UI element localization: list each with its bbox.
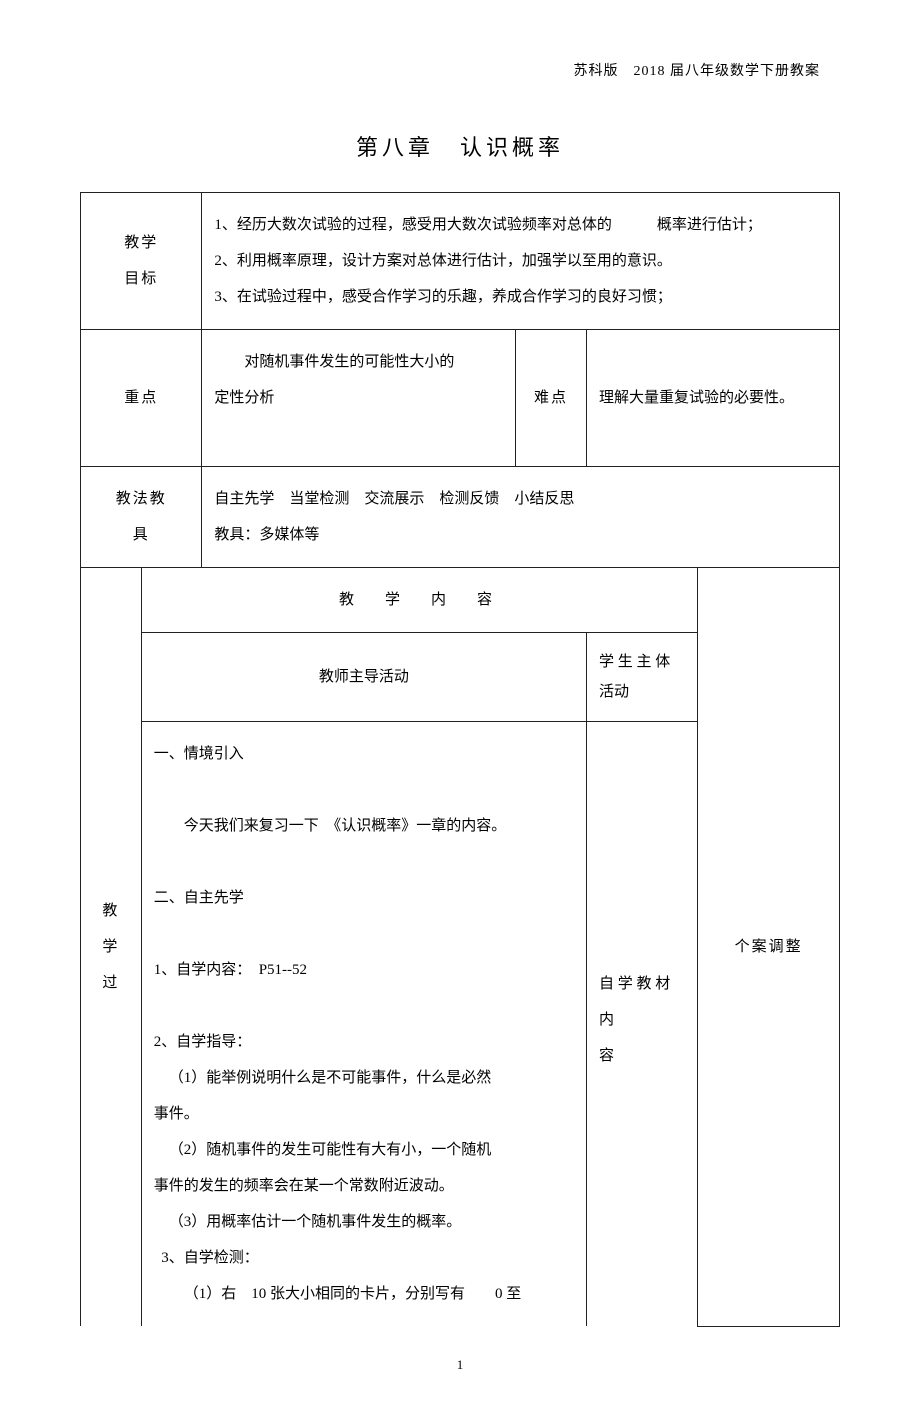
label-objectives-l1: 教学 (124, 235, 158, 251)
objective-1: 1、经历大数次试验的过程，感受用大数次试验频率对总体的 概率进行估计； (214, 207, 827, 243)
label-method: 教法教 具 (81, 467, 202, 568)
label-method-l1: 教法教 (116, 491, 167, 507)
header-right: 苏科版 2018 届八年级数学下册教案 (574, 60, 821, 80)
label-process: 教 学 过 (81, 568, 142, 1327)
student-header-text: 学 生 主 体 活动 (599, 654, 685, 700)
sec1-para: 今天我们来复习一下 《认识概率》一章的内容。 (154, 808, 574, 844)
label-focus: 重点 (81, 330, 202, 467)
difficulty-text: 理解大量重复试验的必要性。 (599, 390, 794, 406)
objective-1-text: 1、经历大数次试验的过程，感受用大数次试验频率对总体的 概率进行估计； (214, 217, 762, 233)
row-objectives: 教学 目标 1、经历大数次试验的过程，感受用大数次试验频率对总体的 概率进行估计… (81, 193, 840, 330)
guide-1a: （1）能举例说明什么是不可能事件，什么是必然 (154, 1060, 574, 1096)
teacher-body: 一、情境引入 今天我们来复习一下 《认识概率》一章的内容。 二、自主先学 1、自… (141, 722, 586, 1327)
adjust-column: 个案调整 (698, 568, 840, 1327)
self-check: 3、自学检测： (154, 1240, 574, 1276)
chapter-title: 第八章 认识概率 (80, 130, 840, 162)
label-objectives-l2: 目标 (124, 271, 158, 287)
student-line1: 自 学 教 材 内 (599, 966, 685, 1038)
method-content: 自主先学 当堂检测 交流展示 检测反馈 小结反思 教具：多媒体等 (202, 467, 840, 568)
student-line2: 容 (599, 1038, 685, 1074)
page: 苏科版 2018 届八年级数学下册教案 第八章 认识概率 教学 目标 1、经历大… (0, 0, 920, 1413)
teacher-header: 教师主导活动 (141, 633, 586, 722)
process-char-1: 教 (102, 903, 119, 919)
objectives-content: 1、经历大数次试验的过程，感受用大数次试验频率对总体的 概率进行估计； 2、利用… (202, 193, 840, 330)
guide-2b: 事件的发生的频率会在某一个常数附近波动。 (154, 1168, 574, 1204)
self-study-1: 1、自学内容： P51--52 (154, 952, 574, 988)
process-char-3: 过 (102, 975, 119, 991)
guide-3: （3）用概率估计一个随机事件发生的概率。 (154, 1204, 574, 1240)
student-body: 自 学 教 材 内 容 (586, 722, 697, 1327)
method-line2: 教具：多媒体等 (214, 517, 827, 553)
objective-3: 3、在试验过程中，感受合作学习的乐趣，养成合作学习的良好习惯； (214, 279, 827, 315)
label-difficulty: 难点 (516, 330, 587, 467)
self-study-2: 2、自学指导： (154, 1024, 574, 1060)
label-objectives: 教学 目标 (81, 193, 202, 330)
method-line1: 自主先学 当堂检测 交流展示 检测反馈 小结反思 (214, 481, 827, 517)
process-char-2: 学 (102, 939, 119, 955)
sec2-title: 二、自主先学 (154, 880, 574, 916)
label-method-l2: 具 (133, 527, 150, 543)
difficulty-content: 理解大量重复试验的必要性。 (586, 330, 839, 467)
guide-2a: （2）随机事件的发生可能性有大有小，一个随机 (154, 1132, 574, 1168)
content-header-main: 教 学 内 容 (141, 568, 698, 633)
row-method: 教法教 具 自主先学 当堂检测 交流展示 检测反馈 小结反思 教具：多媒体等 (81, 467, 840, 568)
row-content-header: 教 学 过 教 学 内 容 个案调整 (81, 568, 840, 633)
guide-1b: 事件。 (154, 1096, 574, 1132)
focus-line2: 定性分析 (214, 380, 503, 416)
focus-content: 对随机事件发生的可能性大小的 定性分析 (202, 330, 516, 467)
focus-line1: 对随机事件发生的可能性大小的 (214, 344, 503, 380)
sec1-title: 一、情境引入 (154, 736, 574, 772)
page-number: 1 (80, 1357, 840, 1373)
row-focus-difficulty: 重点 对随机事件发生的可能性大小的 定性分析 难点 理解大量重复试验的必要性。 (81, 330, 840, 467)
lesson-plan-table: 教学 目标 1、经历大数次试验的过程，感受用大数次试验频率对总体的 概率进行估计… (80, 192, 840, 1327)
student-header: 学 生 主 体 活动 (586, 633, 697, 722)
objective-2: 2、利用概率原理，设计方案对总体进行估计，加强学以至用的意识。 (214, 243, 827, 279)
check-1: （1）右 10 张大小相同的卡片，分别写有 0 至 (154, 1276, 574, 1312)
